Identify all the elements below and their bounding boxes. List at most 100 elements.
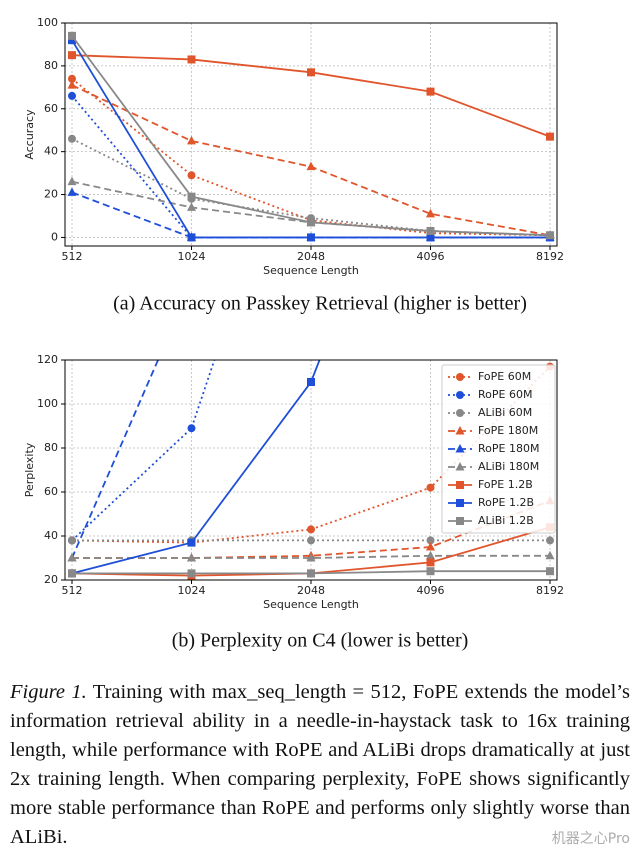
marker: [306, 553, 316, 562]
series-line: [72, 554, 550, 559]
marker: [307, 569, 315, 578]
caption-text: Training with max_seq_length = 512, FoPE…: [10, 681, 630, 848]
y-tick-label: 120: [37, 353, 58, 366]
legend-marker: [456, 409, 464, 417]
legend-marker: [455, 462, 465, 471]
marker: [426, 542, 435, 551]
y-axis-label: Accuracy: [23, 109, 36, 160]
legend-label: FoPE 1.2B: [478, 478, 533, 491]
marker: [307, 536, 315, 545]
marker: [426, 226, 435, 235]
watermark: 机器之心Pro: [551, 831, 630, 847]
marker: [187, 424, 196, 433]
chart-caption: (b) Perplexity on C4 (lower is better): [172, 630, 469, 652]
marker: [307, 218, 315, 227]
marker: [426, 87, 435, 96]
marker: [68, 536, 76, 545]
x-tick-label: 4096: [417, 584, 445, 597]
marker: [187, 569, 196, 578]
marker: [67, 176, 77, 186]
x-axis-label: Sequence Length: [263, 264, 359, 277]
marker: [187, 171, 196, 180]
marker: [426, 558, 435, 567]
y-tick-label: 80: [44, 59, 58, 72]
marker: [187, 135, 196, 145]
legend-label: ALiBi 1.2B: [478, 514, 534, 527]
marker: [187, 202, 196, 211]
marker: [187, 192, 196, 201]
x-tick-label: 512: [62, 250, 83, 263]
series-line: [71, 360, 160, 559]
y-tick-label: 0: [51, 230, 58, 243]
marker: [426, 483, 435, 492]
marker: [307, 525, 315, 534]
marker: [307, 378, 315, 386]
chart-caption: (a) Accuracy on Passkey Retrieval (highe…: [113, 293, 527, 315]
marker: [546, 231, 554, 240]
marker: [68, 134, 76, 143]
legend-label: ALiBi 180M: [478, 460, 539, 473]
legend-label: RoPE 60M: [478, 388, 532, 401]
marker: [426, 233, 435, 242]
legend-label: RoPE 1.2B: [478, 496, 534, 509]
marker: [546, 536, 554, 545]
marker: [426, 567, 435, 576]
marker: [307, 233, 315, 242]
legend-label: FoPE 60M: [478, 370, 531, 383]
legend-marker: [455, 426, 465, 435]
marker: [187, 553, 196, 562]
x-tick-label: 8192: [536, 250, 564, 263]
marker: [426, 536, 435, 545]
caption-label: Figure 1.: [10, 681, 87, 703]
marker: [306, 161, 316, 171]
legend-marker: [456, 517, 464, 525]
marker: [307, 68, 315, 77]
marker: [187, 278, 196, 287]
legend-label: FoPE 180M: [478, 424, 538, 437]
figure-caption: Figure 1. Training with max_seq_length =…: [10, 678, 630, 852]
legend-marker: [456, 373, 464, 381]
y-tick-label: 100: [37, 397, 58, 410]
legend-marker: [456, 499, 464, 507]
figure: 512 1024 2048 4096 8192 0 20 40 60 80 100 Sequence …: [23, 16, 564, 652]
x-tick-label: 4096: [417, 250, 445, 263]
legend-label: ALiBi 60M: [478, 406, 532, 419]
marker: [545, 550, 555, 560]
marker: [68, 51, 76, 60]
x-tick-label: 1024: [178, 250, 206, 263]
marker: [68, 91, 76, 100]
y-tick-label: 20: [44, 573, 58, 586]
y-tick-label: 100: [37, 16, 58, 29]
marker: [426, 550, 435, 560]
marker: [68, 31, 76, 40]
x-tick-label: 512: [62, 584, 83, 597]
marker: [68, 569, 76, 578]
legend-label: RoPE 180M: [478, 442, 539, 455]
marker: [187, 538, 196, 547]
marker: [546, 567, 554, 576]
y-tick-label: 40: [44, 145, 58, 158]
legend: FoPE 60M RoPE 60M ALiBi 60M FoPE 180M RoPE 1…: [441, 364, 556, 534]
legend-marker: [456, 391, 464, 399]
marker: [67, 80, 77, 89]
axes-frame: [64, 359, 558, 581]
y-axis-label: Perplexity: [23, 442, 36, 497]
marker: [67, 187, 77, 196]
x-tick-label: 1024: [178, 584, 206, 597]
plot-area: [67, 31, 555, 242]
legend-marker: [455, 444, 465, 453]
marker: [68, 36, 76, 45]
y-tick-label: 60: [44, 485, 58, 498]
x-axis-label: Sequence Length: [263, 598, 359, 611]
y-tick-label: 20: [44, 188, 58, 201]
x-tick-label: 2048: [297, 250, 325, 263]
x-tick-label: 2048: [297, 584, 325, 597]
y-tick-label: 60: [44, 102, 58, 115]
marker: [68, 74, 76, 83]
marker: [67, 553, 77, 562]
legend-marker: [456, 481, 464, 489]
marker: [187, 55, 196, 64]
legend-box: [441, 364, 556, 534]
x-tick-label: 8192: [536, 584, 564, 597]
